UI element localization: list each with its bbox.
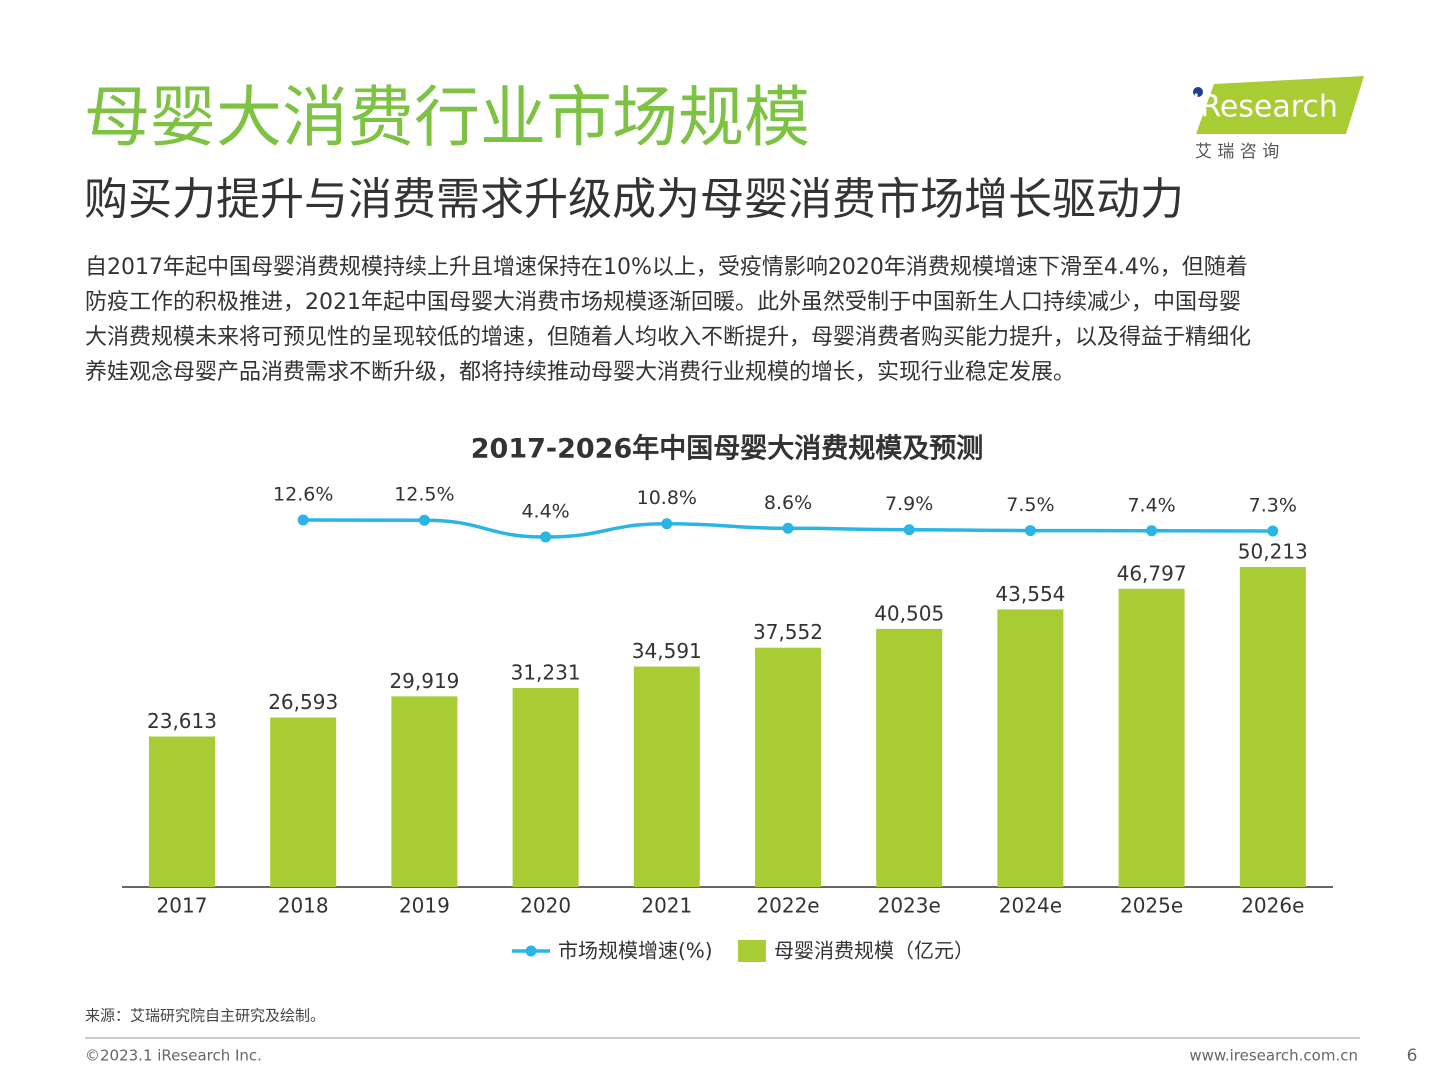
url: www.iresearch.com.cn [1189,1047,1358,1065]
x-tick-label: 2022e [756,894,819,918]
growth-label: 7.4% [1127,494,1175,516]
bar [876,628,943,887]
legend-point [525,945,537,957]
logo-cn: 艾 瑞 咨 询 [1195,142,1279,162]
growth-point [297,514,309,526]
growth-label: 7.3% [1249,494,1297,516]
subtitle: 购买力提升与消费需求升级成为母婴消费市场增长驱动力 [84,174,1184,225]
growth-point [782,522,794,534]
growth-label: 4.4% [521,501,569,523]
bar [633,666,700,887]
x-tick-label: 2017 [157,894,208,918]
page-number: 6 [1407,1046,1418,1066]
logo-shape [1196,76,1364,134]
growth-point [903,524,915,536]
growth-label: 8.6% [764,492,812,514]
x-tick-label: 2025e [1120,894,1183,918]
source: 来源：艾瑞研究院自主研究及绘制。 [85,1007,325,1025]
legend-label: 母婴消费规模（亿元） [774,939,974,963]
paragraph-line: 防疫工作的积极推进，2021年起中国母婴大消费市场规模逐渐回暖。此外虽然受制于中… [85,290,1241,315]
bar-label: 46,797 [1117,561,1187,585]
growth-label: 10.8% [637,487,697,509]
bar [270,717,337,887]
growth-point [418,514,430,526]
growth-point [1146,525,1158,537]
growth-label: 7.5% [1006,494,1054,516]
bar [755,647,821,887]
paragraph-line: 大消费规模未来将可预见性的呈现较低的增速，但随着人均收入不断提升，母婴消费者购买… [85,325,1251,350]
bar [997,609,1064,887]
bar [1239,567,1306,887]
bar-label: 43,554 [995,582,1065,606]
bar [149,736,215,887]
bar-label: 34,591 [632,639,702,663]
x-tick-label: 2018 [278,894,329,918]
bar-label: 50,213 [1238,540,1308,564]
x-tick-label: 2026e [1241,894,1304,918]
copyright: ©2023.1 iResearch Inc. [85,1047,262,1065]
paragraph-line: 养娃观念母婴产品消费需求不断升级，都将持续推动母婴大消费行业规模的增长，实现行业… [85,360,1075,385]
logo-dot [1193,87,1203,97]
x-tick-label: 2020 [520,894,571,918]
growth-label: 12.5% [394,484,454,506]
x-tick-label: 2019 [399,894,450,918]
x-tick-label: 2023e [878,894,941,918]
chart-title: 2017-2026年中国母婴大消费规模及预测 [471,433,984,465]
bar [1118,588,1185,887]
growth-point [540,531,552,543]
paragraph-line: 自2017年起中国母婴消费规模持续上升且增速保持在10%以上，受疫情影响2020… [85,255,1248,280]
logo: iResearch [1192,90,1338,125]
bar [512,687,579,887]
legend-swatch [738,940,766,962]
bar-label: 31,231 [511,660,581,684]
bar-label: 29,919 [389,669,459,693]
bar [391,696,458,887]
growth-label: 7.9% [885,493,933,515]
growth-point [1024,525,1036,537]
bar-label: 23,613 [147,709,217,733]
growth-label: 12.6% [273,484,333,506]
x-tick-label: 2021 [641,894,692,918]
bar-label: 37,552 [753,620,823,644]
title: 母婴大消费行业市场规模 [84,79,810,156]
x-tick-label: 2024e [999,894,1062,918]
growth-point [1267,525,1279,537]
bar-label: 26,593 [268,690,338,714]
bar-label: 40,505 [874,601,944,625]
legend-label: 市场规模增速(%) [558,939,713,963]
growth-point [661,518,673,530]
